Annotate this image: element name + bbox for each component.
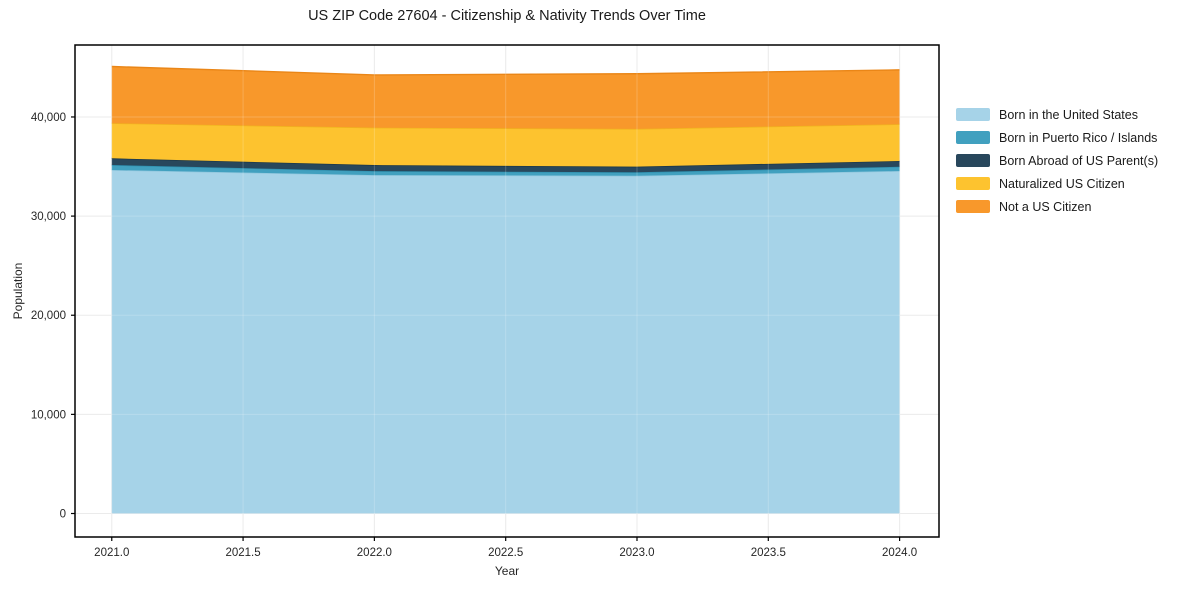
legend-item: Naturalized US Citizen — [956, 172, 1158, 195]
legend-label: Not a US Citizen — [999, 199, 1092, 214]
legend-label: Naturalized US Citizen — [999, 176, 1125, 191]
legend: Born in the United States Born in Puerto … — [956, 103, 1158, 218]
x-tick-label: 2021.5 — [225, 547, 260, 559]
chart-title: US ZIP Code 27604 - Citizenship & Nativi… — [308, 8, 706, 24]
area-edge-4 — [111, 65, 900, 76]
area-1 — [111, 165, 900, 176]
legend-swatch — [956, 131, 990, 144]
area-0 — [111, 170, 900, 514]
y-tick-label: 40,000 — [31, 112, 66, 124]
legend-item: Born in the United States — [956, 103, 1158, 126]
legend-label: Born in the United States — [999, 107, 1138, 122]
x-tick-label: 2023.5 — [751, 547, 786, 559]
legend-item: Born Abroad of US Parent(s) — [956, 149, 1158, 172]
legend-swatch — [956, 200, 990, 213]
y-tick-label: 0 — [60, 509, 66, 521]
y-axis-label: Population — [11, 262, 25, 320]
area-4 — [111, 66, 900, 129]
legend-swatch — [956, 177, 990, 190]
area-3 — [111, 123, 900, 167]
x-tick-label: 2024.0 — [882, 547, 917, 559]
area-edge-1 — [111, 164, 900, 173]
x-tick-label: 2022.5 — [488, 547, 523, 559]
legend-swatch — [956, 154, 990, 167]
legend-swatch — [956, 108, 990, 121]
x-tick-label: 2022.0 — [357, 547, 392, 559]
area-2 — [111, 158, 900, 173]
legend-label: Born Abroad of US Parent(s) — [999, 153, 1159, 168]
legend-item: Not a US Citizen — [956, 195, 1158, 218]
y-tick-label: 10,000 — [31, 409, 66, 421]
legend-label: Born in Puerto Rico / Islands — [999, 130, 1158, 145]
x-axis-label: Year — [494, 564, 520, 578]
x-tick-label: 2023.0 — [619, 547, 654, 559]
plot-border — [74, 44, 940, 538]
y-tick-label: 30,000 — [31, 211, 66, 223]
legend-item: Born in Puerto Rico / Islands — [956, 126, 1158, 149]
x-tick-label: 2021.0 — [94, 547, 129, 559]
y-tick-label: 20,000 — [31, 310, 66, 322]
